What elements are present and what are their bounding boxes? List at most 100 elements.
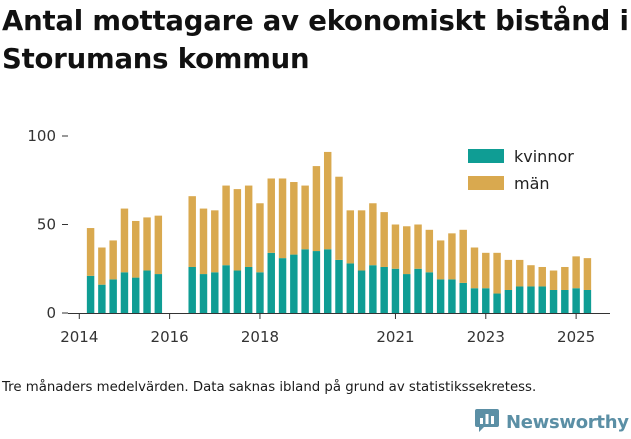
bar-kvinnor-1 (98, 284, 106, 313)
bar-man-34 (493, 252, 501, 294)
bar-man-36 (515, 259, 524, 287)
legend-swatch-man (468, 176, 504, 190)
bar-kvinnor-34 (493, 293, 501, 313)
bar-man-16 (290, 182, 298, 255)
bar-man-11 (233, 189, 242, 271)
bar-man-25 (391, 224, 400, 269)
bar-kvinnor-41 (572, 288, 580, 313)
bar-kvinnor-3 (120, 272, 129, 313)
bar-man-38 (538, 266, 546, 287)
bar-kvinnor-24 (380, 266, 388, 313)
bar-kvinnor-29 (436, 279, 445, 313)
bar-kvinnor-23 (369, 265, 377, 313)
bar-kvinnor-18 (312, 251, 321, 313)
legend-swatch-kvinnor (468, 149, 504, 163)
bar-man-7 (188, 196, 196, 267)
bar-man-19 (323, 151, 332, 250)
bar-kvinnor-15 (278, 258, 287, 313)
bar-kvinnor-33 (482, 288, 490, 313)
footnote: Tre månaders medelvärden. Data saknas ib… (2, 380, 537, 395)
y-tick-label-100: 100 (27, 127, 56, 145)
y-tick-label-50: 50 (37, 216, 56, 234)
bar-man-42 (583, 258, 592, 290)
bar-kvinnor-22 (357, 270, 366, 313)
bar-kvinnor-30 (448, 279, 456, 313)
bar-man-13 (256, 203, 264, 273)
bar-kvinnor-5 (143, 270, 151, 313)
bar-man-33 (482, 252, 490, 289)
bar-kvinnor-10 (222, 265, 230, 313)
bar-man-8 (199, 208, 208, 275)
bar-man-24 (380, 212, 388, 267)
bar-man-17 (301, 185, 309, 250)
bar-kvinnor-11 (233, 270, 242, 313)
bar-man-35 (504, 259, 513, 290)
bar-man-15 (278, 178, 287, 259)
bar-man-22 (357, 210, 366, 271)
legend: kvinnor män (468, 147, 574, 193)
bar-kvinnor-19 (323, 249, 332, 313)
bar-kvinnor-31 (459, 282, 467, 313)
bar-man-3 (120, 208, 129, 273)
x-tick-label-2014: 2014 (60, 328, 98, 346)
bar-man-28 (425, 229, 434, 273)
bar-kvinnor-37 (527, 286, 535, 313)
bar-man-18 (312, 166, 321, 252)
bar-kvinnor-39 (549, 289, 558, 313)
legend-label-kvinnor: kvinnor (514, 147, 574, 166)
bar-kvinnor-4 (132, 277, 140, 313)
bar-man-1 (98, 247, 106, 285)
bar-man-37 (527, 265, 535, 287)
bar-kvinnor-42 (583, 289, 592, 313)
x-axis: 2014 2016 2018 2021 2023 2025 (60, 313, 610, 346)
bar-man-23 (369, 203, 377, 266)
bar-kvinnor-40 (561, 289, 569, 313)
bar-kvinnor-6 (154, 274, 163, 313)
x-tick-label-2016: 2016 (151, 328, 189, 346)
bar-kvinnor-16 (290, 254, 298, 313)
y-tick-label-0: 0 (46, 304, 56, 322)
bar-kvinnor-0 (86, 275, 95, 313)
bar-kvinnor-9 (211, 272, 219, 313)
bar-kvinnor-35 (504, 289, 513, 313)
bar-kvinnor-20 (335, 259, 343, 313)
x-tick-label-2025: 2025 (557, 328, 595, 346)
bar-man-29 (436, 240, 445, 280)
bar-kvinnor-2 (109, 279, 117, 313)
bar-kvinnor-8 (199, 274, 208, 313)
brand-logo[interactable]: Newsworthy (474, 406, 629, 438)
bar-kvinnor-13 (256, 272, 264, 313)
x-tick-label-2021: 2021 (376, 328, 414, 346)
y-axis: 0 50 100 (27, 127, 68, 322)
bar-kvinnor-17 (301, 249, 309, 313)
bar-man-6 (154, 215, 163, 275)
chart-title: Antal mottagare av ekonomiskt bistånd i … (2, 5, 629, 75)
bar-kvinnor-27 (414, 268, 422, 313)
bar-man-27 (414, 224, 422, 269)
bar-kvinnor-36 (515, 286, 524, 313)
bar-man-26 (403, 226, 411, 275)
bar-man-32 (470, 247, 479, 289)
bar-man-9 (211, 210, 219, 273)
bar-kvinnor-12 (244, 266, 253, 313)
bar-man-39 (549, 270, 558, 290)
bar-man-5 (143, 217, 151, 271)
bar-kvinnor-25 (391, 268, 400, 313)
legend-label-man: män (514, 174, 550, 193)
bars-group (86, 151, 592, 313)
bar-kvinnor-21 (346, 263, 355, 313)
bar-man-4 (132, 220, 140, 278)
bar-man-41 (572, 256, 580, 289)
bar-man-10 (222, 185, 230, 266)
bar-man-40 (561, 266, 569, 290)
bar-kvinnor-38 (538, 286, 546, 313)
bar-man-14 (267, 178, 275, 253)
newsworthy-logo-icon (474, 406, 500, 438)
x-tick-label-2023: 2023 (467, 328, 505, 346)
bar-man-2 (109, 240, 117, 280)
bar-kvinnor-26 (403, 274, 411, 313)
brand-name: Newsworthy (506, 411, 629, 433)
bar-kvinnor-32 (470, 288, 479, 313)
bar-kvinnor-7 (188, 266, 196, 313)
